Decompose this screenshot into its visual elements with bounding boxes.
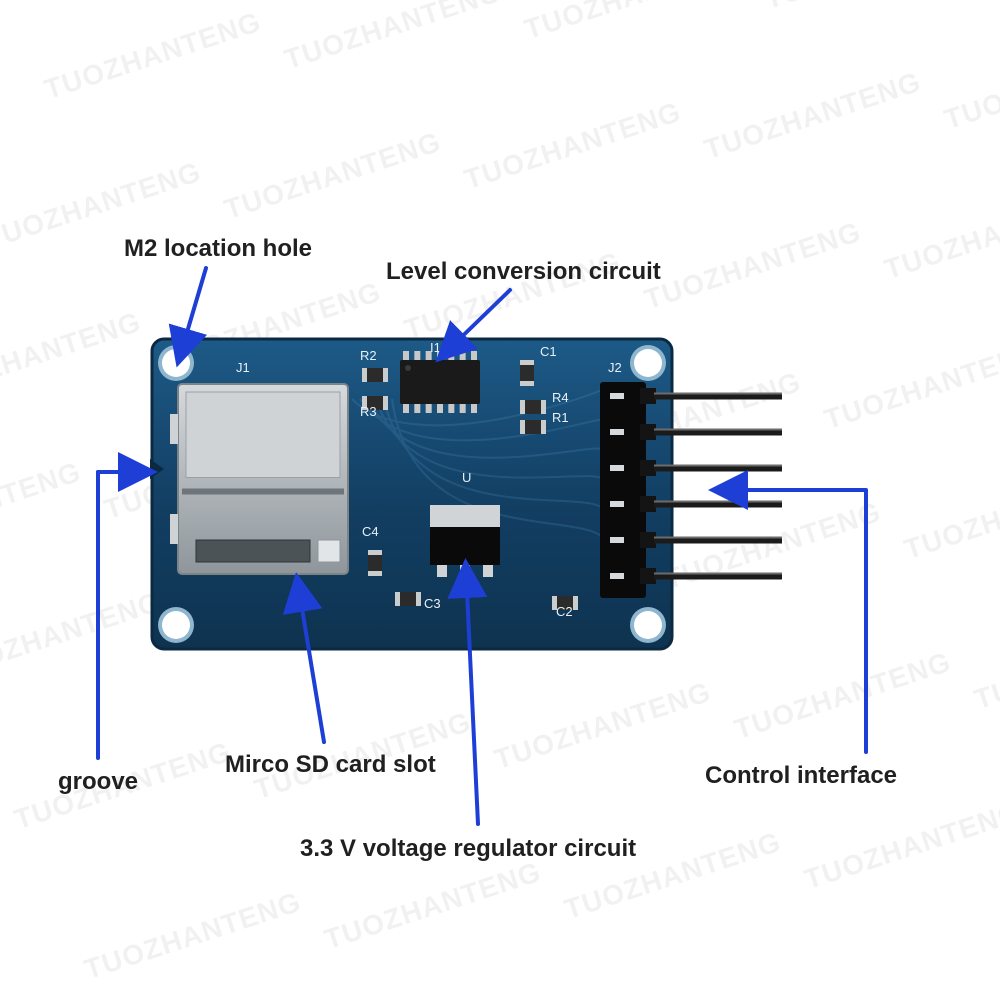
voltage-regulator (430, 505, 500, 577)
level-converter-ic (400, 351, 480, 413)
silk-U: U (462, 470, 471, 485)
silk-J2: J2 (608, 360, 622, 375)
silk-I1: I1 (430, 340, 441, 355)
label-groove: groove (58, 768, 138, 796)
label-ctl: Control interface (705, 762, 897, 790)
silk-C1: C1 (540, 344, 557, 359)
silk-R1: R1 (552, 410, 569, 425)
silk-C2: C2 (556, 604, 573, 619)
silk-R3: R3 (360, 404, 377, 419)
silk-J1: J1 (236, 360, 250, 375)
label-m2: M2 location hole (124, 235, 312, 263)
label-sd: Mirco SD card slot (225, 751, 436, 779)
silk-R2: R2 (360, 348, 377, 363)
sd-card-slot (170, 384, 348, 574)
label-vreg: 3.3 V voltage regulator circuit (300, 835, 636, 863)
silk-R4: R4 (552, 390, 569, 405)
silk-C4: C4 (362, 524, 379, 539)
label-level: Level conversion circuit (386, 258, 661, 286)
silk-C3: C3 (424, 596, 441, 611)
